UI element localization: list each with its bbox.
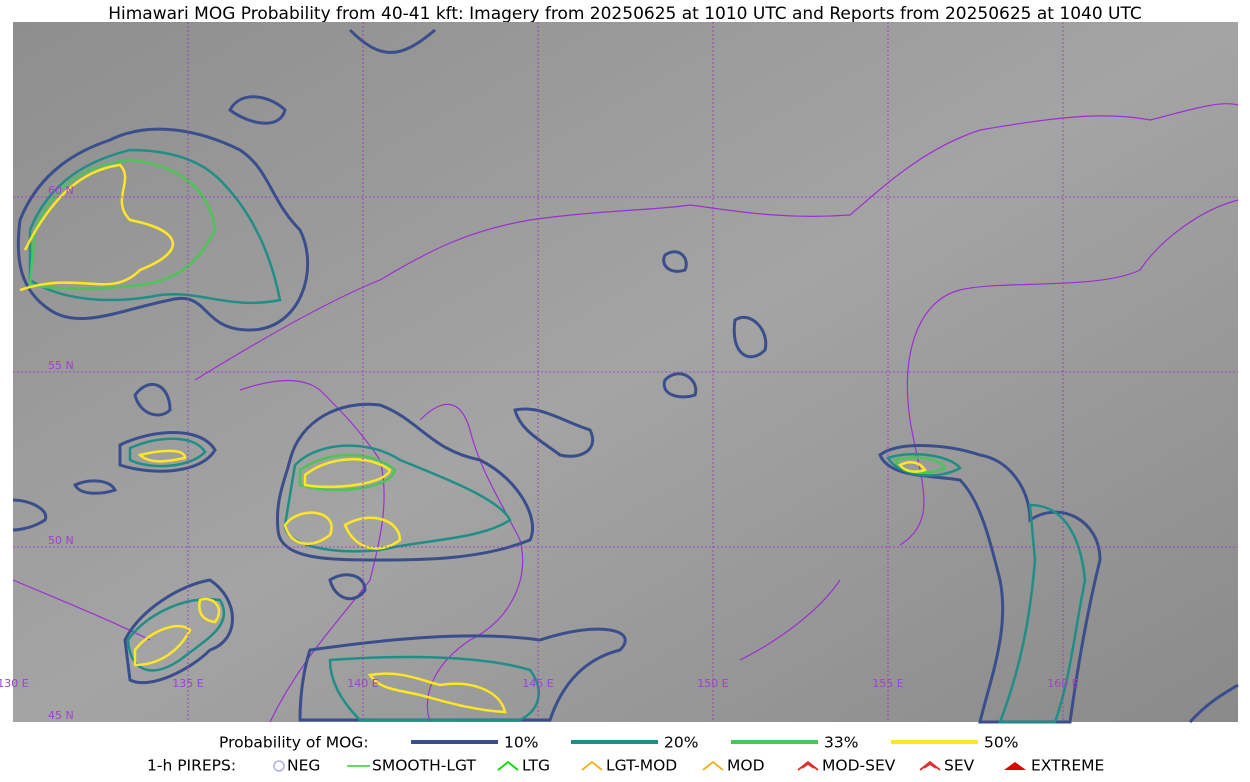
lat-label: 45 N bbox=[48, 709, 74, 722]
lat-label: 55 N bbox=[48, 359, 74, 372]
lat-label: 60 N bbox=[48, 184, 74, 197]
legend-label: 33% bbox=[824, 734, 858, 752]
lat-label: 50 N bbox=[48, 534, 74, 547]
legend-label: MOD bbox=[727, 757, 765, 775]
lon-label: 155 E bbox=[872, 677, 903, 690]
pirep-symbol bbox=[497, 760, 519, 771]
pirep-symbol bbox=[581, 760, 603, 771]
pirep-symbol bbox=[919, 760, 941, 771]
title: Himawari MOG Probability from 40-41 kft:… bbox=[108, 4, 1142, 24]
legend-label: 50% bbox=[984, 734, 1018, 752]
legend-label: LGT-MOD bbox=[606, 757, 677, 775]
legend-label: 20% bbox=[664, 734, 698, 752]
legend-label: MOD-SEV bbox=[822, 757, 896, 775]
coastlines bbox=[12, 103, 1239, 723]
pirep-symbol bbox=[273, 760, 285, 772]
lon-label: 160 E bbox=[1047, 677, 1078, 690]
legend-label: EXTREME bbox=[1031, 757, 1104, 775]
legend-label: LTG bbox=[522, 757, 550, 775]
legend-label: SEV bbox=[944, 757, 975, 775]
lon-label: 140 E bbox=[347, 677, 378, 690]
legend-title: 1-h PIREPS: bbox=[147, 757, 236, 775]
legend-label: SMOOTH-LGT bbox=[372, 757, 476, 775]
legend-label: 10% bbox=[504, 734, 538, 752]
lon-label: 150 E bbox=[697, 677, 728, 690]
lon-label: 135 E bbox=[172, 677, 203, 690]
graticule: 130 E 135 E 140 E 145 E 150 E 155 E 160 E 60 N 5… bbox=[0, 22, 1238, 722]
map: 130 E 135 E 140 E 145 E 150 E 155 E 160 E 60 N 5… bbox=[0, 22, 1239, 724]
legend-label: NEG bbox=[287, 757, 320, 775]
pirep-symbol bbox=[1004, 762, 1026, 770]
legend-title: Probability of MOG: bbox=[219, 734, 369, 752]
lon-label: 130 E bbox=[0, 677, 29, 690]
lon-label: 145 E bbox=[522, 677, 553, 690]
legend: Probability of MOG: 10% 20% 33% 50% 1-h PIREP… bbox=[147, 734, 1104, 775]
mog-contours bbox=[12, 28, 1239, 724]
pirep-symbol bbox=[702, 760, 724, 771]
pirep-symbol bbox=[797, 760, 819, 771]
